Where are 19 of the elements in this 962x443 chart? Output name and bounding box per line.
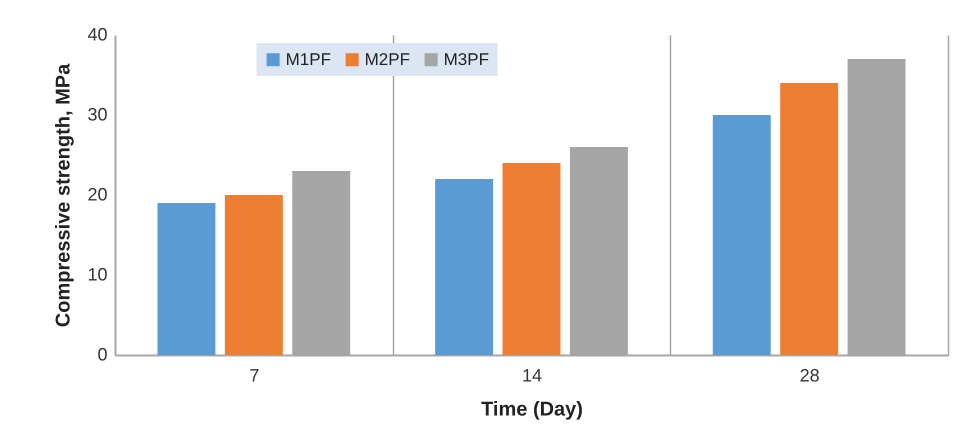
y-tick-label: 0 — [97, 344, 108, 364]
y-axis-title: Compressive strength, MPa — [52, 62, 74, 328]
bar — [435, 179, 494, 355]
x-tick-label: 14 — [522, 366, 542, 386]
legend-label: M1PF — [286, 50, 331, 69]
y-tick-label: 20 — [87, 184, 108, 204]
bar — [157, 203, 216, 355]
bar — [712, 115, 771, 355]
x-tick-label: 7 — [249, 366, 260, 386]
bar — [224, 195, 283, 355]
y-tick-label: 10 — [87, 264, 108, 284]
y-tick-label: 30 — [87, 104, 108, 124]
legend-label: M3PF — [444, 50, 489, 69]
legend-label: M2PF — [364, 50, 410, 69]
x-tick-label: 28 — [800, 366, 820, 386]
bar — [502, 163, 560, 355]
y-tick-label: 40 — [87, 24, 108, 44]
bar — [780, 83, 838, 355]
x-axis-title: Time (Day) — [481, 398, 583, 420]
